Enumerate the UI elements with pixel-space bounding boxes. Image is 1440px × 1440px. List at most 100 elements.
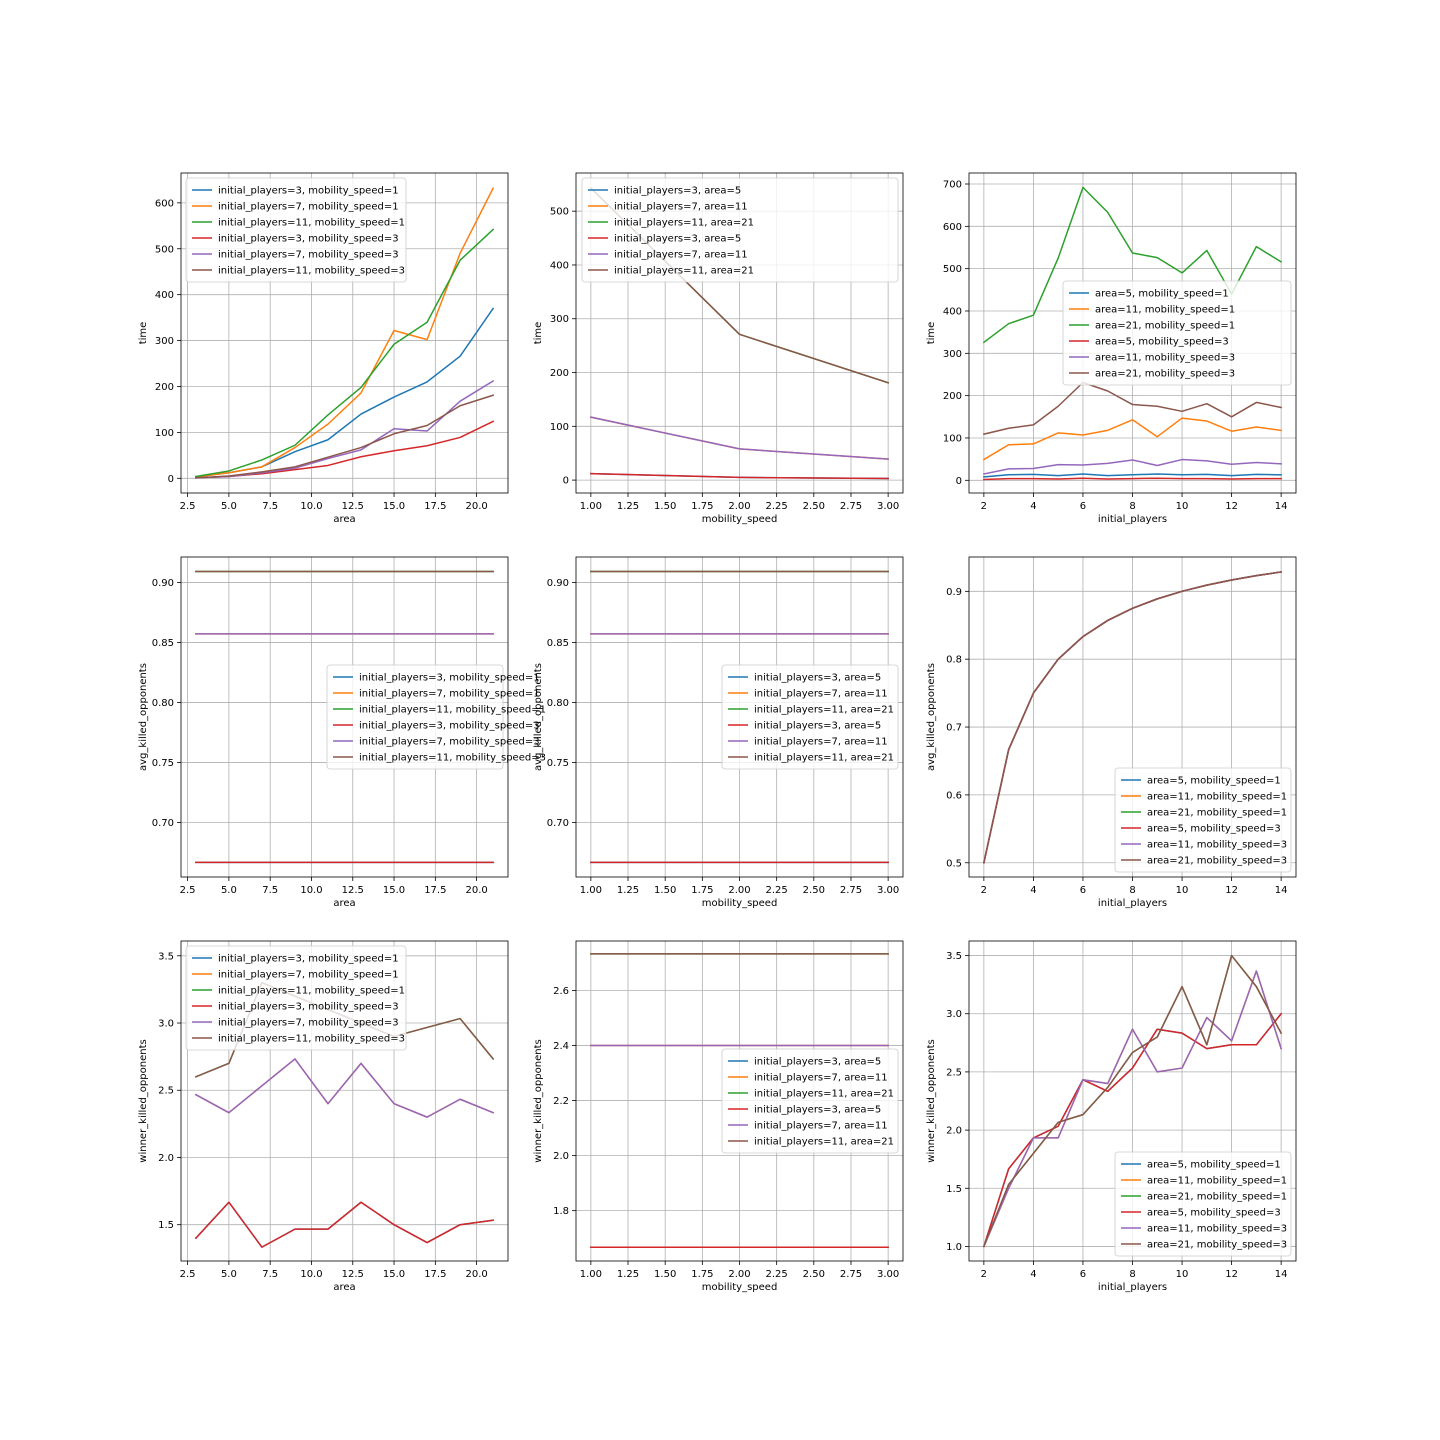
x-tick-label: 2.00 [728, 1269, 750, 1280]
x-tick-label: 10.0 [300, 1269, 322, 1280]
y-tick-label: 3.0 [158, 1019, 174, 1030]
y-tick-label: 400 [155, 290, 174, 301]
x-tick-label: 1.25 [617, 885, 639, 896]
legend: initial_players=3, area=5 initial_players… [721, 664, 899, 770]
x-tick-label: 1.75 [691, 885, 713, 896]
axes-frame [180, 556, 509, 878]
series-line-5 [194, 1058, 495, 1118]
x-tick-label: 7.5 [262, 885, 278, 896]
x-tick-label: 20.0 [465, 501, 487, 512]
x-axis: 2.5 5.0 7.5 10.0 12.5 15.0 17.5 20.0 [180, 493, 488, 512]
legend-entry-4: initial_players=3, area=5 [754, 1105, 881, 1116]
x-tick-label: 12 [1225, 1269, 1238, 1280]
legend-entry-4: initial_players=3, area=5 [614, 234, 741, 245]
subplot-7: 2.5 5.0 7.5 10.0 12.5 15.0 17.5 20.0 1.5 2.0 2.5 3.… [138, 940, 509, 1293]
x-tick-label: 2 [981, 501, 987, 512]
y-axis-label: time [926, 322, 937, 345]
legend-entry-2: initial_players=7, mobility_speed=1 [218, 202, 399, 213]
series-line-3 [194, 228, 495, 478]
y-tick-label: 200 [550, 368, 569, 379]
y-axis: 1.8 2.0 2.2 2.4 2.6 [553, 986, 576, 1217]
y-tick-label: 300 [155, 336, 174, 347]
legend-entry-4: initial_players=3, mobility_speed=3 [218, 234, 399, 245]
y-tick-label: 600 [943, 222, 962, 233]
series-line-5 [982, 458, 1282, 475]
y-tick-label: 2.0 [158, 1153, 174, 1164]
legend-entry-3: initial_players=11, area=21 [614, 218, 754, 229]
y-tick-label: 2.2 [553, 1096, 569, 1107]
legend-entry-6: initial_players=11, area=21 [754, 753, 894, 764]
x-tick-label: 17.5 [424, 885, 446, 896]
y-tick-label: 0.75 [547, 758, 569, 769]
legend-box [326, 664, 504, 770]
x-tick-label: 12.5 [342, 1269, 364, 1280]
x-tick-label: 2.75 [840, 885, 862, 896]
x-tick-label: 2.25 [766, 1269, 788, 1280]
x-tick-label: 2.00 [728, 885, 750, 896]
x-tick-label: 2 [981, 1269, 987, 1280]
legend-entry-2: initial_players=7, area=11 [754, 1073, 888, 1084]
y-tick-label: 0.85 [152, 638, 174, 649]
series-lines [194, 187, 495, 479]
x-tick-label: 5.0 [221, 1269, 237, 1280]
y-axis: 0.70 0.75 0.80 0.85 0.90 [547, 578, 576, 829]
x-tick-label: 6 [1080, 1269, 1086, 1280]
x-axis: 2 4 6 8 10 12 14 [981, 877, 1288, 896]
legend-entry-5: initial_players=7, area=11 [754, 1121, 888, 1132]
legend-entry-1: initial_players=3, area=5 [754, 673, 881, 684]
legend-entry-3: initial_players=11, mobility_speed=1 [359, 705, 546, 716]
legend: area=5, mobility_speed=1 area=11, mobilit… [1114, 767, 1292, 873]
legend-entry-6: area=21, mobility_speed=3 [1147, 1240, 1287, 1251]
y-tick-label: 3.0 [946, 1009, 962, 1020]
x-tick-label: 10.0 [300, 885, 322, 896]
series-lines [982, 571, 1282, 864]
x-axis-label: area [333, 1282, 355, 1293]
axes-frame [180, 940, 509, 1262]
legend-entry-6: area=21, mobility_speed=3 [1095, 369, 1235, 380]
x-tick-label: 2.50 [803, 885, 825, 896]
series-lines [195, 570, 494, 864]
y-tick-label: 0.85 [547, 638, 569, 649]
y-tick-label: 0.6 [946, 790, 962, 801]
legend-entry-5: initial_players=7, mobility_speed=3 [359, 737, 540, 748]
series-line-5 [589, 416, 889, 460]
x-axis: 1.00 1.25 1.50 1.75 2.00 2.25 2.50 2.75 3.00 [580, 493, 899, 512]
legend-box [185, 945, 407, 1051]
y-tick-label: 0.75 [152, 758, 174, 769]
legend-entry-1: initial_players=3, area=5 [614, 186, 741, 197]
legend-entry-4: initial_players=3, area=5 [754, 721, 881, 732]
x-tick-label: 14 [1275, 1269, 1288, 1280]
y-axis: 1.5 2.0 2.5 3.0 3.5 [158, 951, 181, 1231]
y-tick-label: 0 [956, 476, 962, 487]
legend: initial_players=3, mobility_speed=1initi… [326, 664, 546, 770]
x-tick-label: 10 [1176, 501, 1189, 512]
x-tick-label: 4 [1030, 1269, 1036, 1280]
y-axis: 0.70 0.75 0.80 0.85 0.90 [152, 578, 181, 829]
subplot-9: 2 4 6 8 10 12 14 1.0 1.5 2.0 2.5 3.0 3.5 initial_play… [926, 940, 1297, 1293]
legend-box [581, 177, 899, 283]
x-tick-label: 3.00 [877, 501, 899, 512]
x-tick-label: 10.0 [300, 501, 322, 512]
legend-box [1062, 280, 1292, 386]
legend: initial_players=3, mobility_speed=1initi… [185, 945, 407, 1051]
x-tick-label: 2.25 [766, 501, 788, 512]
x-tick-label: 1.00 [580, 501, 602, 512]
y-tick-label: 2.6 [553, 986, 569, 997]
x-axis-label: mobility_speed [702, 514, 778, 525]
x-tick-label: 7.5 [262, 1269, 278, 1280]
x-tick-label: 2.5 [180, 501, 196, 512]
x-axis-label: initial_players [1098, 898, 1167, 909]
legend-box [721, 1048, 899, 1154]
x-tick-label: 15.0 [383, 885, 405, 896]
y-tick-label: 1.8 [553, 1206, 569, 1217]
x-tick-label: 1.75 [691, 1269, 713, 1280]
legend-box [185, 177, 407, 283]
legend-entry-6: initial_players=11, mobility_speed=3 [218, 266, 405, 277]
y-axis: 0 100 200 300 400 500 [550, 207, 576, 487]
x-tick-label: 15.0 [383, 501, 405, 512]
y-tick-label: 0.80 [547, 698, 569, 709]
y-tick-label: 3.5 [158, 951, 174, 962]
x-axis-label: initial_players [1098, 1282, 1167, 1293]
x-axis: 2.5 5.0 7.5 10.0 12.5 15.0 17.5 20.0 [180, 1261, 488, 1280]
legend-entry-1: area=5, mobility_speed=1 [1147, 1160, 1281, 1171]
